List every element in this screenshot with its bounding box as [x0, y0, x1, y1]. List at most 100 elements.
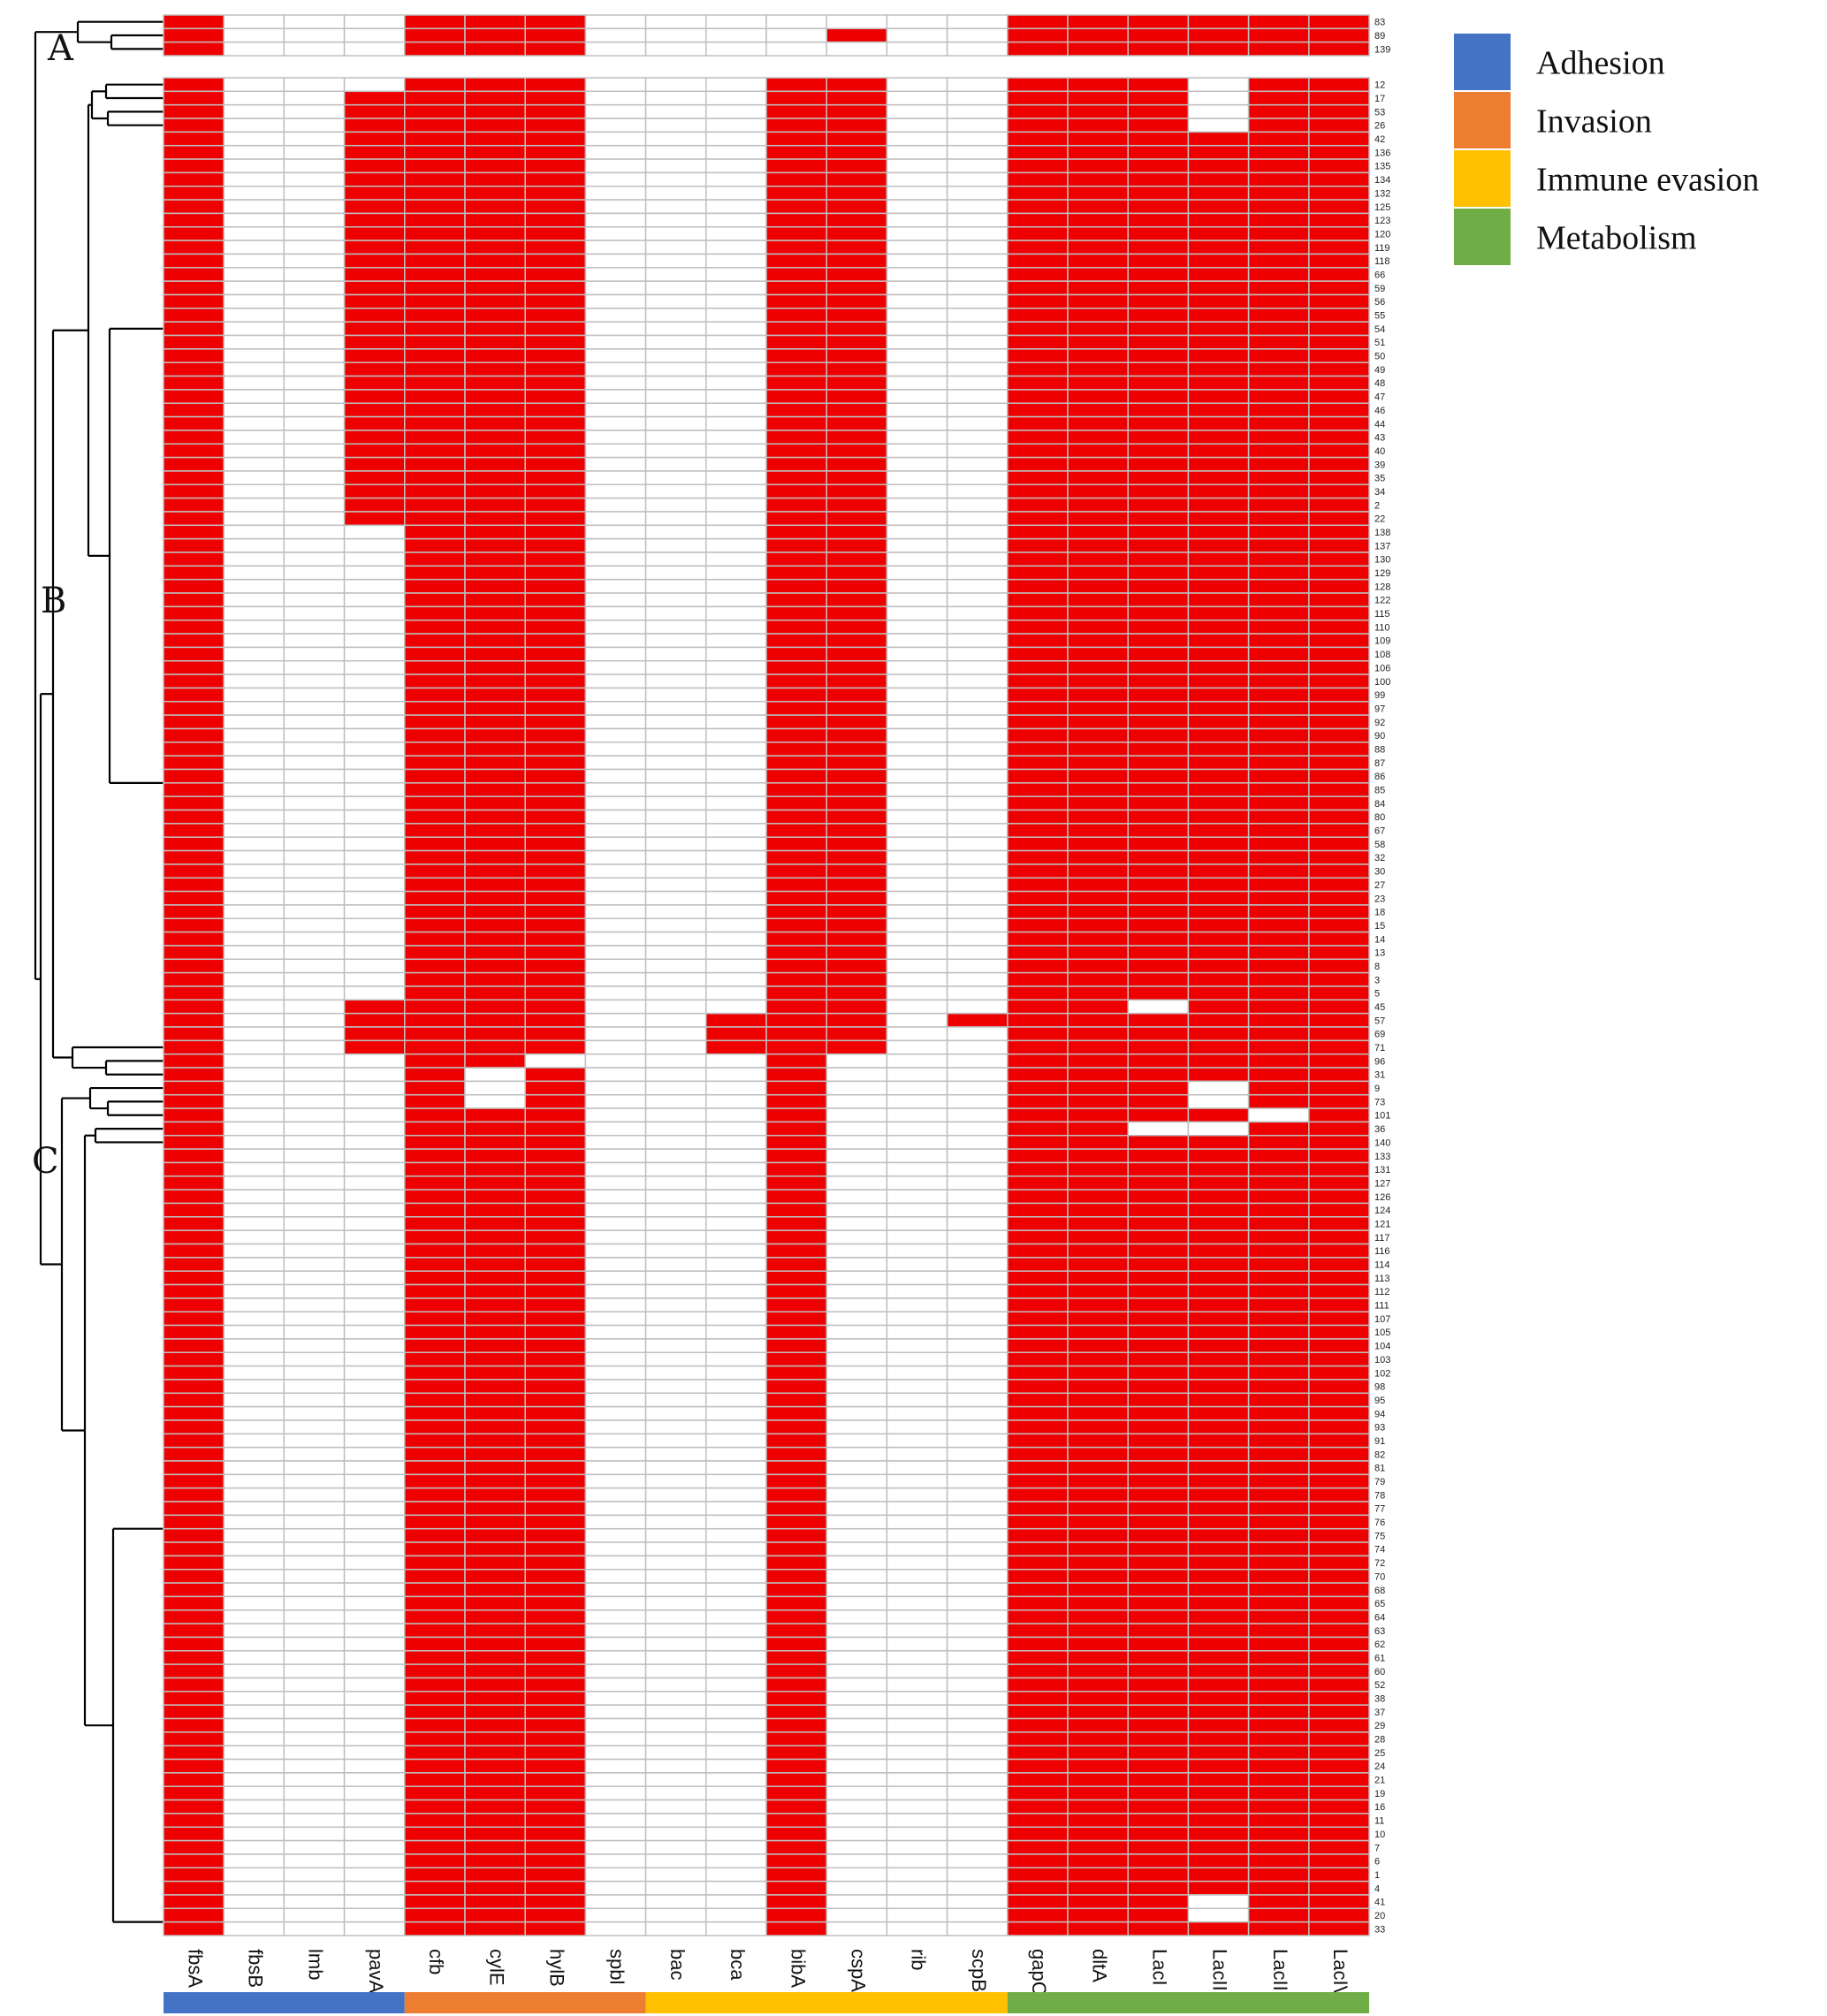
heatmap-cell [765, 945, 827, 961]
heatmap-cell [1187, 836, 1250, 852]
heatmap-cell [946, 212, 1009, 228]
heatmap-cell [1308, 1121, 1370, 1137]
heatmap-cell [826, 1745, 888, 1761]
heatmap-cell [1127, 158, 1190, 174]
heatmap-cell [404, 1582, 466, 1598]
heatmap-cell [283, 415, 346, 431]
heatmap-cell [1187, 1745, 1250, 1761]
heatmap-cell [404, 1161, 466, 1177]
heatmap-cell [1247, 795, 1310, 811]
heatmap-cell [644, 1894, 707, 1910]
heatmap-cell [584, 1623, 647, 1639]
heatmap-cell [464, 1717, 526, 1733]
heatmap-cell [1187, 578, 1250, 594]
heatmap-cell [1308, 1609, 1370, 1624]
heatmap-cell [343, 348, 406, 363]
heatmap-cell [946, 1202, 1009, 1218]
heatmap-cell [946, 863, 1009, 879]
heatmap-cell [524, 633, 587, 649]
heatmap-cell [1127, 836, 1190, 852]
heatmap-cell [705, 456, 767, 472]
heatmap-cell [644, 1216, 707, 1231]
heatmap-cell [524, 389, 587, 404]
heatmap-cell [404, 1609, 466, 1624]
heatmap-cell [404, 714, 466, 730]
heatmap-cell [1247, 158, 1310, 174]
row-label: 76 [1374, 1518, 1385, 1528]
heatmap-cell [1247, 727, 1310, 743]
heatmap-cell [1127, 1921, 1190, 1936]
heatmap-cell [223, 118, 285, 133]
heatmap-cell [404, 1324, 466, 1340]
heatmap-cell [1007, 1175, 1069, 1191]
heatmap-cell [1007, 701, 1069, 716]
heatmap-cell [1007, 1351, 1069, 1367]
heatmap-cell [1308, 1663, 1370, 1679]
heatmap-cell [1127, 144, 1190, 160]
heatmap-cell [343, 1189, 406, 1205]
heatmap-cell [283, 1677, 346, 1693]
heatmap-cell [223, 1555, 285, 1571]
heatmap-cell [1308, 226, 1370, 241]
heatmap-cell [163, 1460, 225, 1476]
heatmap-cell [886, 742, 948, 757]
heatmap-cell [1007, 90, 1069, 106]
heatmap-cell [163, 1623, 225, 1639]
heatmap-cell [343, 158, 406, 174]
heatmap-cell [1127, 1867, 1190, 1883]
heatmap-cell [1067, 1026, 1129, 1042]
heatmap-cell [765, 1026, 827, 1042]
heatmap-cell [826, 1365, 888, 1381]
heatmap-cell [404, 280, 466, 296]
heatmap-cell [946, 185, 1009, 201]
heatmap-cell [826, 727, 888, 743]
heatmap-cell [886, 605, 948, 621]
heatmap-cell [1308, 1501, 1370, 1517]
heatmap-cell [826, 1568, 888, 1584]
heatmap-cell [343, 253, 406, 269]
row-label: 3 [1374, 975, 1380, 985]
heatmap-cell [163, 1053, 225, 1069]
heatmap-cell [644, 1053, 707, 1069]
heatmap-cell [946, 334, 1009, 350]
heatmap-cell [283, 1921, 346, 1936]
heatmap-cell [1308, 1093, 1370, 1109]
heatmap-cell [223, 443, 285, 459]
heatmap-cell [343, 389, 406, 404]
heatmap-cell [464, 1758, 526, 1774]
heatmap-cell [524, 321, 587, 337]
heatmap-cell [946, 1582, 1009, 1598]
heatmap-cell [705, 1297, 767, 1312]
heatmap-cell [584, 836, 647, 852]
heatmap-cell [404, 334, 466, 350]
heatmap-cell [404, 1663, 466, 1679]
heatmap-cell [644, 1135, 707, 1150]
heatmap-cell [1247, 958, 1310, 974]
heatmap-cell [1187, 1595, 1250, 1611]
heatmap-cell [163, 144, 225, 160]
heatmap-cell [1247, 742, 1310, 757]
heatmap-cell [946, 171, 1009, 187]
heatmap-cell [163, 1067, 225, 1083]
heatmap-cell [946, 280, 1009, 296]
heatmap-cell [886, 1433, 948, 1449]
heatmap-cell [223, 1202, 285, 1218]
heatmap-cell [283, 1365, 346, 1381]
heatmap-cell [946, 565, 1009, 581]
heatmap-cell [1007, 1473, 1069, 1489]
heatmap-cell [1187, 1324, 1250, 1340]
heatmap-cell [765, 1921, 827, 1936]
heatmap-cell [524, 470, 587, 486]
heatmap-cell [1187, 1351, 1250, 1367]
heatmap-cell [464, 1392, 526, 1408]
heatmap-cell [283, 1324, 346, 1340]
row-label: 111 [1374, 1301, 1389, 1312]
heatmap-cell [584, 605, 647, 621]
heatmap-cell [1067, 999, 1129, 1015]
heatmap-cell [343, 727, 406, 743]
heatmap-cell [705, 660, 767, 675]
heatmap-cell [1007, 348, 1069, 363]
heatmap-cell [644, 443, 707, 459]
heatmap-cell [1127, 849, 1190, 865]
heatmap-cell [1247, 701, 1310, 716]
